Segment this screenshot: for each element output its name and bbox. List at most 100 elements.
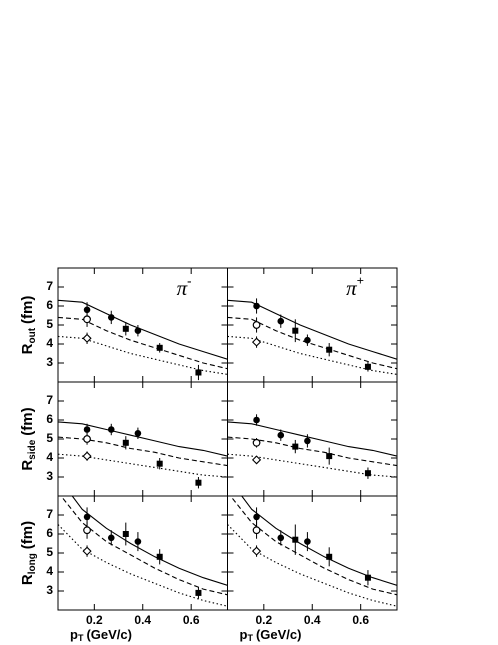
data-point: [107, 314, 115, 321]
data-point: [83, 426, 91, 433]
x-tick-label: 0.6: [352, 613, 369, 627]
x-tick-label: 0.2: [255, 613, 272, 627]
data-point: [252, 438, 261, 447]
data-point: [364, 574, 371, 581]
x-label-sub: T: [78, 633, 84, 643]
charge-sign: -: [187, 273, 191, 288]
data-point: [195, 479, 202, 486]
data-point: [83, 315, 91, 324]
data-point: [292, 536, 299, 543]
data-point: [304, 437, 311, 445]
y-tick-label: 6: [46, 412, 53, 426]
x-tick-label: 0.2: [86, 613, 103, 627]
y-label-sub: out: [27, 327, 38, 343]
data-point: [156, 553, 163, 560]
y-label-unit: (fm): [19, 296, 36, 324]
y-tick-label: 4: [46, 450, 53, 464]
data-point: [252, 526, 261, 535]
data-point: [156, 460, 163, 467]
data-point: [277, 317, 285, 325]
model-curve: [58, 453, 228, 478]
data-point: [156, 344, 163, 351]
data-point: [83, 435, 91, 443]
y-label-main: R: [19, 574, 36, 585]
data-point: [134, 430, 142, 437]
model-curve: [58, 299, 228, 360]
y-label-main: R: [19, 460, 36, 471]
data-point: [364, 363, 371, 370]
y-tick-label: 7: [46, 279, 53, 293]
data-point: [292, 443, 299, 450]
model-curve: [58, 524, 228, 607]
data-point: [195, 589, 202, 596]
data-point: [122, 325, 129, 332]
curves: [227, 421, 397, 478]
data-point: [292, 327, 299, 334]
panel-frame: [57, 267, 228, 383]
y-label-sub: long: [27, 553, 38, 574]
y-axis-label: Rside (fm): [19, 407, 38, 470]
model-curve: [71, 496, 228, 586]
x-label-main: p: [70, 627, 78, 642]
data-point: [251, 337, 262, 347]
y-tick-label: 3: [46, 583, 53, 597]
y-label-sub: side: [27, 439, 38, 459]
y-axis-label: Rout (fm): [19, 296, 38, 355]
y-label-main: R: [19, 343, 36, 354]
data-point: [107, 534, 115, 542]
data-point: [253, 302, 260, 310]
y-label-unit: (fm): [19, 521, 36, 549]
y-tick-label: 6: [46, 526, 53, 540]
data-point: [83, 526, 91, 535]
y-tick-label: 7: [46, 507, 53, 521]
model-curve: [227, 453, 397, 478]
y-tick-label: 3: [46, 355, 53, 369]
y-tick-label: 4: [46, 564, 53, 578]
data-point: [326, 553, 333, 560]
data-point: [253, 416, 260, 424]
panel-label: π-: [177, 273, 192, 300]
model-curve: [58, 335, 228, 375]
data-point: [82, 451, 92, 461]
data-point: [122, 531, 129, 537]
panel-frame: [57, 495, 228, 611]
data-point: [83, 306, 91, 314]
panel-label: π+: [346, 273, 364, 300]
model-curve: [227, 524, 397, 607]
x-tick-label: 0.4: [304, 613, 321, 627]
curves: [227, 299, 397, 375]
y-tick-label: 3: [46, 469, 53, 483]
particle-symbol: π: [346, 276, 357, 300]
y-tick-label: 5: [46, 545, 53, 559]
data-point: [82, 333, 92, 343]
data-point: [252, 321, 261, 329]
data-point: [83, 513, 91, 521]
data-point: [107, 426, 115, 433]
data-point: [277, 431, 285, 439]
model-curve: [60, 496, 228, 596]
data-point: [82, 546, 92, 556]
data-point: [364, 470, 371, 477]
x-label-unit: (GeV/c): [256, 627, 302, 642]
particle-symbol: π: [177, 276, 188, 300]
curves: [58, 421, 228, 478]
panel-frame: [227, 495, 398, 611]
data-point: [326, 346, 333, 353]
x-tick-label: 0.6: [183, 613, 200, 627]
data-point: [277, 534, 285, 542]
data-point: [253, 513, 260, 521]
model-curve: [227, 299, 397, 360]
x-label-main: p: [240, 627, 248, 642]
x-axis-label: pT (GeV/c): [240, 627, 302, 643]
model-curve: [58, 316, 228, 370]
data-point: [195, 369, 202, 376]
x-tick-label: 0.4: [134, 613, 151, 627]
y-label-unit: (fm): [19, 407, 36, 435]
model-curve: [229, 496, 397, 596]
data-point: [304, 538, 311, 545]
data-point: [134, 538, 142, 545]
curves: [58, 496, 228, 607]
model-curve: [58, 436, 228, 467]
y-tick-label: 5: [46, 431, 53, 445]
